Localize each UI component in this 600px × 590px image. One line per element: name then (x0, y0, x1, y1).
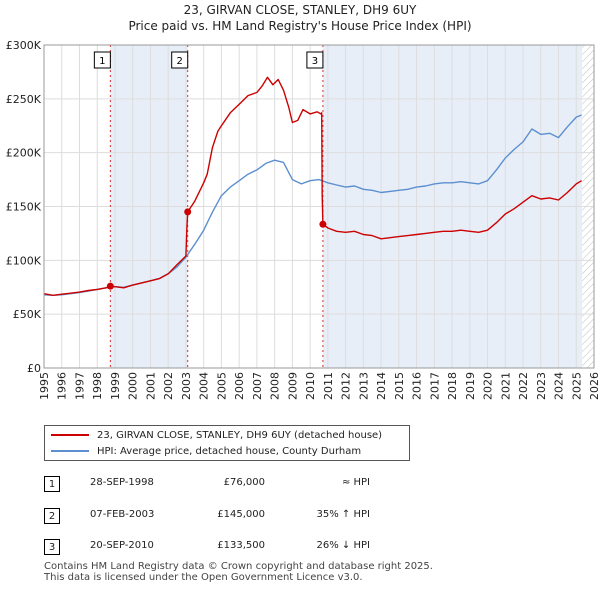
x-tick-label: 2014 (375, 372, 388, 400)
transaction-hpi: 26% ↓ HPI (316, 540, 370, 551)
transaction-row: 1 28-SEP-1998 £76,000 ≈ HPI (0, 476, 600, 496)
x-tick-label: 2004 (198, 372, 211, 400)
x-tick-label: 2006 (233, 372, 246, 400)
x-tick-label: 1996 (56, 372, 69, 400)
footer-copyright: Contains HM Land Registry data © Crown c… (44, 561, 433, 572)
chart-title: 23, GIRVAN CLOSE, STANLEY, DH9 6UY (183, 3, 417, 17)
transaction-date: 28-SEP-1998 (90, 477, 154, 488)
x-tick-label: 2016 (411, 372, 424, 400)
x-tick-label: 2019 (464, 372, 477, 400)
x-tick-label: 2025 (570, 372, 583, 400)
x-tick-label: 2024 (553, 372, 566, 400)
transaction-badge: 3 (44, 539, 60, 555)
x-tick-label: 2010 (304, 372, 317, 400)
x-tick-label: 1995 (38, 372, 51, 400)
series-line (43, 76, 582, 296)
y-tick-label: £200K (6, 147, 42, 160)
sale-badge (171, 51, 189, 69)
sale-point (319, 220, 327, 228)
sale-badge-label: 1 (99, 56, 105, 67)
legend: 23, GIRVAN CLOSE, STANLEY, DH9 6UY (deta… (44, 425, 410, 461)
x-tick-label: 2000 (127, 372, 140, 400)
x-tick-label: 2007 (251, 372, 264, 400)
x-tick-label: 2022 (517, 372, 530, 400)
transaction-badge: 1 (44, 476, 60, 492)
y-tick-label: £150K (6, 201, 42, 214)
transaction-row: 3 20-SEP-2010 £133,500 26% ↓ HPI (0, 539, 600, 559)
plot-frame (43, 44, 595, 369)
transaction-badge: 2 (44, 508, 60, 524)
x-tick-label: 2015 (393, 372, 406, 400)
x-tick-label: 2003 (180, 372, 193, 400)
x-tick-label: 2023 (535, 372, 548, 400)
y-tick-label: £100K (6, 254, 42, 267)
footer-licence: This data is licensed under the Open Gov… (44, 572, 363, 583)
transaction-hpi: ≈ HPI (341, 477, 370, 488)
x-tick-label: 2017 (428, 372, 441, 400)
x-tick-label: 2012 (340, 372, 353, 400)
x-tick-label: 2008 (269, 372, 282, 400)
legend-swatch-hpi (51, 450, 89, 452)
x-tick-label: 2009 (286, 372, 299, 400)
x-tick-label: 2001 (144, 372, 157, 400)
y-tick-label: £0 (27, 362, 41, 375)
sale-badge (306, 51, 324, 69)
x-tick-label: 2013 (357, 372, 370, 400)
sale-point (106, 282, 114, 290)
legend-item-property: 23, GIRVAN CLOSE, STANLEY, DH9 6UY (deta… (51, 429, 382, 443)
x-tick-label: 2002 (162, 372, 175, 400)
x-tick-label: 2021 (499, 372, 512, 400)
y-tick-label: £50K (13, 308, 42, 321)
x-tick-label: 2020 (482, 372, 495, 400)
sale-point (184, 208, 192, 216)
transaction-date: 07-FEB-2003 (90, 509, 155, 520)
y-tick-label: £300K (6, 39, 42, 52)
price-chart: 1 2 3 £0 £50K £100K £150K £200K £250K £300K 1995 1… (6, 39, 600, 400)
y-tick-label: £250K (6, 93, 42, 106)
x-tick-label: 2018 (446, 372, 459, 400)
x-tick-label: 2026 (588, 372, 600, 400)
transaction-price: £145,000 (217, 509, 265, 520)
transaction-hpi: 35% ↑ HPI (316, 509, 370, 520)
transaction-price: £76,000 (223, 477, 265, 488)
legend-label-hpi: HPI: Average price, detached house, Coun… (97, 446, 362, 457)
x-tick-label: 2011 (322, 372, 335, 400)
sale-badge-label: 3 (312, 56, 318, 67)
sale-badge-label: 2 (177, 56, 183, 67)
transaction-date: 20-SEP-2010 (90, 540, 154, 551)
legend-swatch-property (51, 434, 89, 436)
x-tick-label: 1998 (91, 372, 104, 400)
legend-label-property: 23, GIRVAN CLOSE, STANLEY, DH9 6UY (deta… (97, 430, 383, 441)
transaction-price: £133,500 (217, 540, 265, 551)
transaction-row: 2 07-FEB-2003 £145,000 35% ↑ HPI (0, 508, 600, 528)
chart-subtitle: Price paid vs. HM Land Registry's House … (128, 19, 472, 33)
x-tick-label: 2005 (215, 372, 228, 400)
x-tick-label: 1997 (73, 372, 86, 400)
legend-item-hpi: HPI: Average price, detached house, Coun… (51, 445, 361, 459)
sale-badge (93, 51, 111, 69)
x-tick-label: 1999 (109, 372, 122, 400)
